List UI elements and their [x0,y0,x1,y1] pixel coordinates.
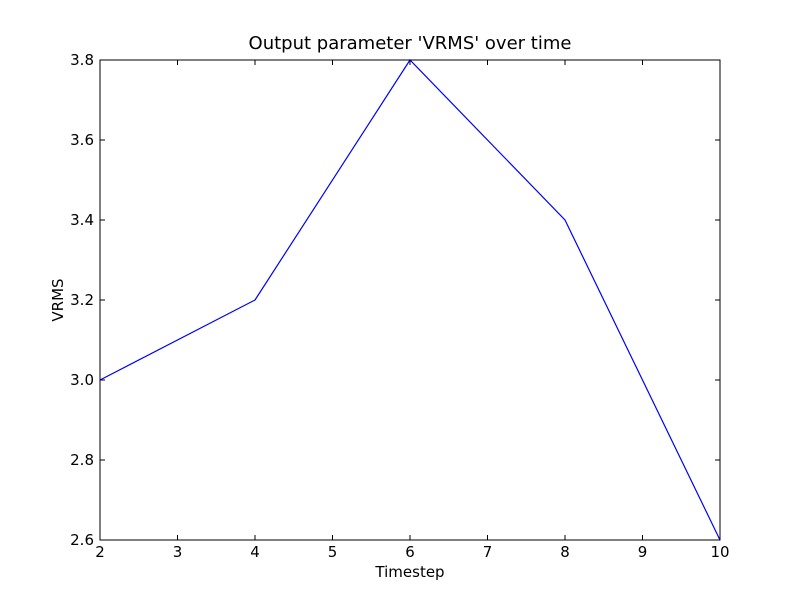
chart-title: Output parameter 'VRMS' over time [249,33,572,54]
y-tick-label: 3.6 [70,131,94,149]
y-tick-label: 3.0 [70,371,94,389]
y-tick-label: 3.2 [70,291,94,309]
x-tick-label: 4 [250,543,260,561]
axis-ticks: 2 3 4 5 6 7 8 9 10 2.6 2.8 3.0 3.2 3.4 3.6 3.8 [70,51,729,561]
x-tick-label: 7 [483,543,493,561]
x-tick-label: 3 [173,543,183,561]
x-tick-label: 8 [560,543,570,561]
x-tick-label: 10 [710,543,729,561]
x-tick-label: 5 [328,543,338,561]
y-axis-label: VRMS [49,278,67,321]
y-tick-label: 2.8 [70,451,94,469]
plot-frame [99,59,721,541]
x-axis-label: Timestep [374,563,444,581]
series-line [99,59,721,541]
x-tick-label: 6 [405,543,415,561]
x-tick-label: 2 [95,543,105,561]
y-tick-label: 3.4 [70,211,94,229]
x-tick-label: 9 [638,543,648,561]
series-layer [99,59,721,541]
y-tick-label: 2.6 [70,531,94,549]
y-tick-label: 3.8 [70,51,94,69]
